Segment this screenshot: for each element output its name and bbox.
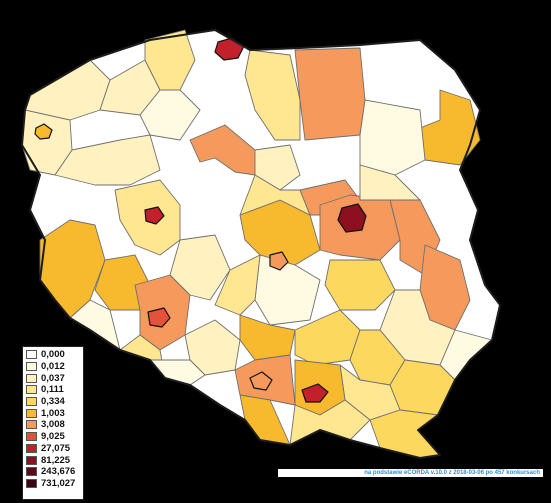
city-markers	[34, 37, 367, 403]
legend-item: 27,075	[26, 443, 81, 455]
legend-item: 731,027	[26, 478, 81, 490]
county-regions	[21, 29, 501, 459]
legend-label: 1,003	[41, 407, 65, 419]
legend-item: 81,225	[26, 454, 81, 466]
city-katowice	[249, 371, 273, 391]
legend-label: 0,000	[41, 349, 65, 361]
legend-label: 243,676	[41, 466, 76, 478]
legend-rows: 0,000 0,012 0,037 0,111 0,334 1,003 3,008 9,025…	[26, 349, 81, 489]
legend-item: 0,037	[26, 372, 81, 384]
legend-item: 0,000	[26, 349, 81, 361]
legend-label: 81,225	[41, 454, 71, 466]
legend-label: 0,037	[41, 372, 65, 384]
legend-label: 0,012	[41, 361, 65, 373]
legend-swatch	[26, 385, 37, 395]
city-szczecin	[34, 123, 53, 140]
region-olsztyn	[294, 47, 366, 141]
legend-label: 0,334	[41, 396, 65, 408]
legend-swatch	[26, 373, 37, 383]
region-piotrkow	[214, 254, 261, 316]
legend-swatch	[26, 443, 37, 453]
city-krakow	[301, 383, 329, 403]
legend-swatch	[26, 397, 37, 407]
source-note: na podstawie eCORDA v.10.0 z 2018-03-06 …	[278, 469, 543, 477]
legend-label: 9,025	[41, 431, 65, 443]
region-suwalki	[414, 89, 481, 166]
country-border	[21, 29, 501, 459]
legend-item: 3,008	[26, 419, 81, 431]
region-krosno	[369, 409, 441, 459]
legend-label: 0,111	[41, 384, 64, 396]
city-lodz	[269, 251, 289, 271]
city-poznan	[144, 206, 165, 225]
legend-swatch	[26, 455, 37, 465]
legend-item: 1,003	[26, 407, 81, 419]
legend-swatch	[26, 350, 37, 360]
legend-item: 243,676	[26, 466, 81, 478]
region-pila	[54, 134, 161, 186]
map-legend: 0,000 0,012 0,037 0,111 0,334 1,003 3,008 9,025…	[22, 346, 84, 500]
region-torun	[254, 144, 301, 191]
legend-label: 3,008	[41, 419, 65, 431]
legend-swatch	[26, 362, 37, 372]
region-radom	[324, 259, 396, 311]
region-pomorskie-w	[139, 89, 201, 141]
legend-swatch	[26, 420, 37, 430]
legend-item: 0,111	[26, 384, 81, 396]
legend-item: 0,012	[26, 361, 81, 373]
region-elblag	[244, 49, 301, 141]
legend-swatch	[26, 478, 37, 488]
city-warsaw	[337, 203, 367, 233]
legend-swatch	[26, 432, 37, 442]
legend-swatch	[26, 408, 37, 418]
region-kalisz	[169, 234, 231, 301]
legend-swatch	[26, 467, 37, 477]
legend-item: 9,025	[26, 431, 81, 443]
legend-item: 0,334	[26, 396, 81, 408]
region-lomza	[359, 99, 426, 176]
legend-label: 27,075	[41, 442, 71, 454]
region-bydgoszcz-stripe	[189, 124, 256, 176]
legend-label: 731,027	[41, 477, 76, 489]
city-wroclaw	[147, 307, 171, 328]
